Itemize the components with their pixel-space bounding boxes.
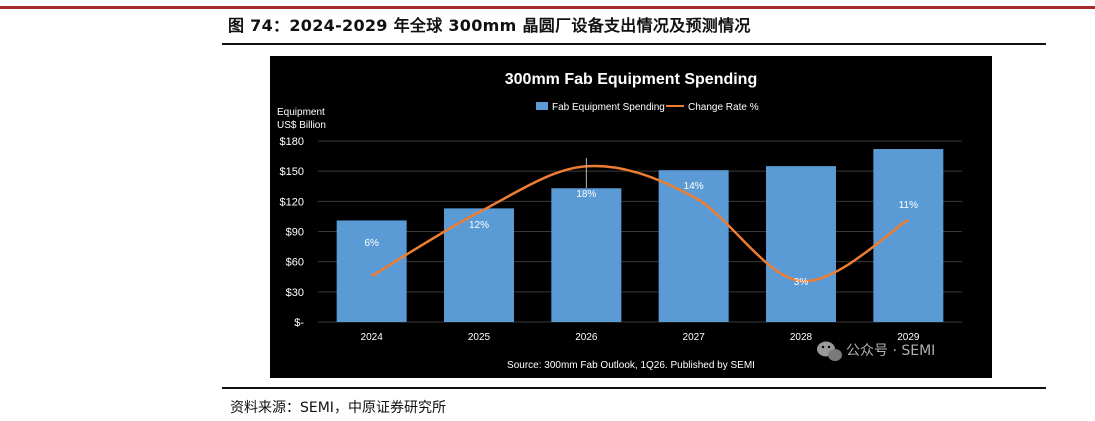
title-rule [222,43,1046,45]
top-rule [0,6,1095,9]
y-tick-label: $150 [280,166,304,178]
wechat-icon [817,341,842,361]
legend-bar-label: Fab Equipment Spending [552,102,665,113]
y-tick-label: $30 [286,287,304,299]
y-tick-label: $90 [286,227,304,239]
x-tick-label: 2024 [361,332,384,343]
change-rate-label: 12% [469,220,489,231]
x-tick-labels: 2024 2025 2026 2027 2028 2029 [361,332,920,343]
legend-line-label: Change Rate % [688,102,759,113]
figure-title: 图 74：2024-2029 年全球 300mm 晶圆厂设备支出情况及预测情况 [228,16,751,35]
chart-panel: 300mm Fab Equipment Spending Fab Equipme… [270,56,992,378]
x-tick-label: 2029 [897,332,920,343]
change-rate-label: 18% [576,189,596,200]
y-tick-label: $60 [286,257,304,269]
change-rate-label: 11% [899,200,918,211]
change-rate-labels: 6% 12% 18% 14% 3% 11% [364,158,918,288]
bar [873,149,944,322]
chart-svg: 300mm Fab Equipment Spending Fab Equipme… [277,71,962,371]
bar [658,170,729,322]
bottom-rule [222,387,1046,389]
x-tick-label: 2026 [575,332,598,343]
chart-title: 300mm Fab Equipment Spending [505,71,757,88]
y-tick-label: $120 [280,196,304,208]
bars [336,149,944,322]
change-rate-label: 6% [364,238,379,249]
x-tick-label: 2028 [790,332,813,343]
y-axis-label-line2: US$ Billion [277,120,326,131]
change-rate-line [371,164,909,283]
y-axis-label-line1: Equipment [277,107,325,118]
change-rate-label: 3% [794,277,809,288]
change-rate-label: 14% [684,181,704,192]
x-tick-label: 2027 [683,332,706,343]
x-tick-label: 2025 [468,332,491,343]
watermark-text: 公众号 · SEMI [846,343,935,359]
figure-source: 资料来源：SEMI，中原证券研究所 [230,400,446,416]
bar [444,208,514,322]
bar [766,166,836,322]
legend-bar-swatch [536,102,548,110]
chart-source: Source: 300mm Fab Outlook, 1Q26. Publish… [507,360,755,371]
legend: Fab Equipment Spending Change Rate % [536,102,759,113]
watermark: 公众号 · SEMI [817,341,935,361]
gridlines [318,140,962,323]
bar [336,220,407,322]
bar [551,188,622,322]
y-tick-labels: $- $30 $60 $90 $120 $150 $180 [280,136,305,329]
y-tick-label: $- [294,317,304,329]
y-tick-label: $180 [280,136,304,148]
